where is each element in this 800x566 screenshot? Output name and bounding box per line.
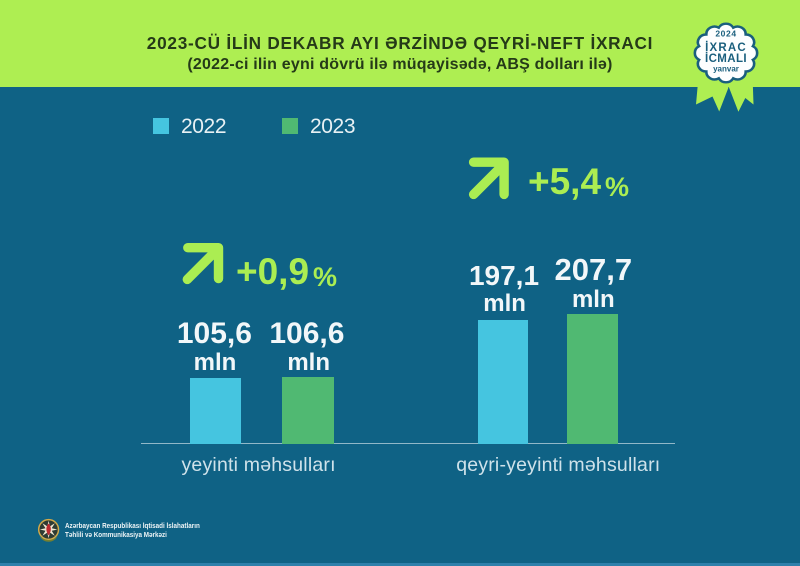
svg-text:yanvar: yanvar [713,65,739,74]
svg-text:İCMALI: İCMALI [705,52,747,65]
svg-text:İXRAC: İXRAC [705,41,747,54]
svg-text:2024: 2024 [715,28,736,38]
